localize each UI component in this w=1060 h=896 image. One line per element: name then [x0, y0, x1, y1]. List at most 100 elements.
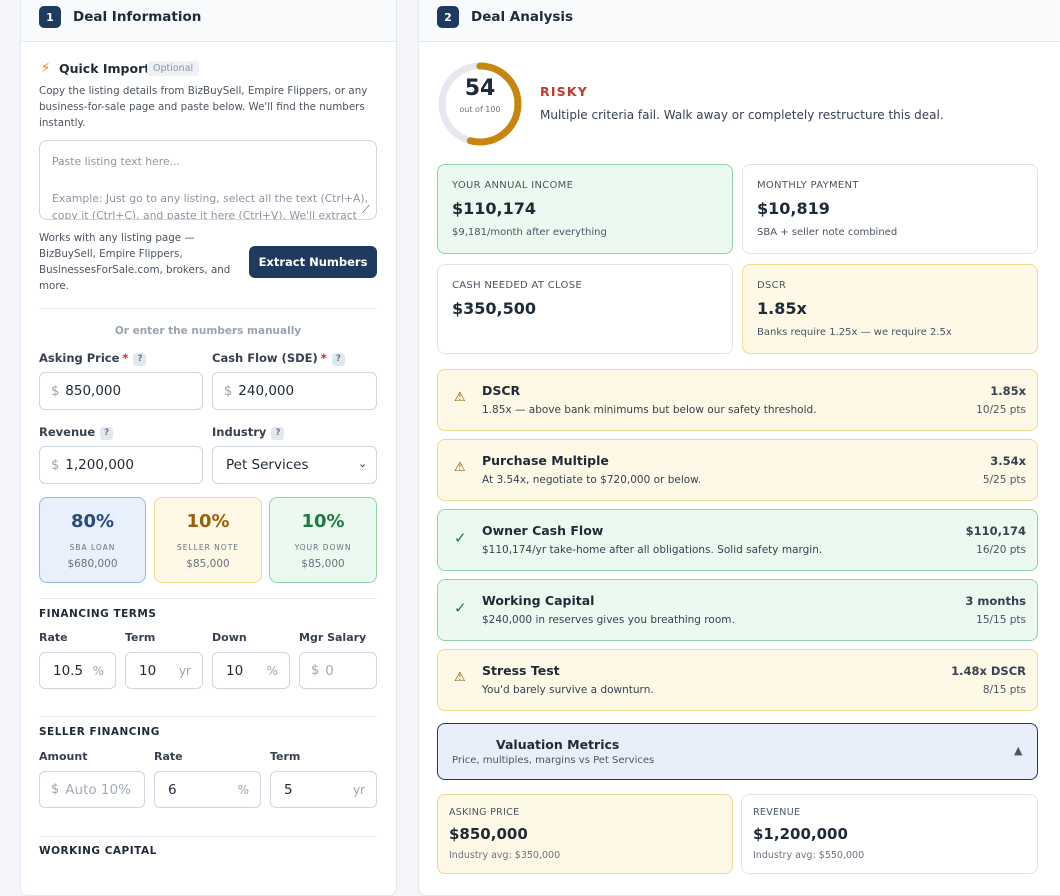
money-input[interactable]: $1,200,000 — [39, 446, 203, 484]
metric-card: MONTHLY PAYMENT $10,819 SBA + seller note … — [742, 164, 1038, 254]
metric-label: DSCR — [757, 280, 787, 291]
note: BusinessesForSale.com, brokers, and — [39, 264, 231, 276]
valuation-toggle[interactable]: Valuation Metrics Price, multiples, margi… — [437, 723, 1038, 780]
valuation-subtitle: Price, multiples, margins vs Pet Service… — [452, 755, 655, 766]
placeholder: Example: Just go to any listing, select … — [52, 192, 369, 205]
valuation-sub: Industry avg: $350,000 — [449, 850, 561, 861]
split-label: SELLER NOTE — [176, 543, 240, 552]
listing-textarea[interactable]: Paste listing text here... Example: Just … — [39, 140, 377, 220]
field-label: Amount — [39, 750, 88, 763]
field-label: Revenue? — [39, 425, 114, 440]
seller-input[interactable]: 5 yr — [270, 771, 377, 808]
chevron: ⌄ — [358, 457, 368, 470]
term-input[interactable]: 10% — [212, 652, 290, 689]
placeholder: copy it (Ctrl+C), and paste it here (Ctr… — [52, 209, 357, 220]
value: 6 — [168, 781, 177, 798]
field-label: Cash Flow (SDE) *? — [212, 351, 345, 366]
suffix: yr — [352, 782, 365, 797]
split-percent: 80% — [70, 511, 115, 532]
toggle-arrow: ▲ — [1014, 744, 1023, 757]
status-icon: ✓ — [454, 529, 467, 547]
placeholder: 0 — [325, 662, 334, 679]
split-card: 80% SBA LOAN $680,000 — [39, 497, 146, 583]
value: 240,000 — [238, 383, 295, 399]
valuation-value: $850,000 — [449, 825, 528, 843]
gauge-arc — [438, 62, 522, 146]
help-icon[interactable]: ? — [100, 426, 114, 440]
criterion-description: $110,174/yr take-home after all obligati… — [482, 544, 823, 556]
criterion-description: You'd barely survive a downturn. — [482, 684, 654, 696]
metric-value: $110,174 — [452, 199, 537, 218]
metric-label: MONTHLY PAYMENT — [757, 180, 859, 191]
term-input[interactable]: $0 — [299, 652, 377, 689]
criterion-value: 1.48x DSCR — [951, 664, 1026, 678]
split-amount: $680,000 — [67, 558, 118, 570]
criterion-points: 15/15 pts — [976, 614, 1026, 626]
metric-value: 1.85x — [757, 299, 807, 318]
criterion-points: 16/20 pts — [976, 544, 1026, 556]
metric-value: $350,500 — [452, 299, 537, 318]
term-input[interactable]: 10 yr — [125, 652, 203, 689]
label-text: Asking Price — [39, 351, 120, 365]
field-label: Term — [125, 631, 156, 644]
value: 10 — [226, 662, 244, 679]
split-percent: 10% — [301, 511, 345, 532]
score-gauge — [438, 62, 522, 146]
valuation-sub: Industry avg: $550,000 — [753, 850, 865, 861]
term-input[interactable]: 10.5% — [39, 652, 116, 689]
money-input[interactable]: $850,000 — [39, 372, 203, 410]
split-card: 10% SELLER NOTE $85,000 — [154, 497, 262, 583]
split-percent: 10% — [186, 511, 230, 532]
optional-badge: Optional — [147, 61, 200, 76]
suffix: % — [266, 663, 278, 678]
step-badge: 2 — [437, 6, 459, 28]
criterion-card: ✓ Working Capital $240,000 in reserves giv… — [437, 579, 1038, 641]
money-input[interactable]: $240,000 — [212, 372, 377, 410]
criterion-card: ⚠ Purchase Multiple At 3.54x, negotiate to… — [437, 439, 1038, 501]
status-icon: ⚠ — [454, 670, 466, 685]
status-icon: ⚠ — [454, 460, 466, 475]
panel-title: Deal Information — [73, 9, 202, 25]
criterion-title: Working Capital — [482, 593, 595, 608]
criterion-title: Purchase Multiple — [482, 453, 609, 468]
criterion-description: 1.85x — above bank minimums but below ou… — [482, 404, 817, 416]
industry-select[interactable]: Pet Services ⌄ — [212, 446, 377, 484]
section-title: WORKING CAPITAL — [39, 845, 157, 857]
field-label: Rate — [154, 750, 183, 763]
description: instantly. — [39, 117, 86, 129]
value: 850,000 — [65, 383, 122, 399]
help-icon[interactable]: ? — [133, 352, 147, 366]
suffix: % — [92, 663, 104, 678]
help-icon[interactable]: ? — [271, 426, 285, 440]
verdict-message: Multiple criteria fail. Walk away or com… — [540, 108, 944, 122]
criterion-points: 5/25 pts — [982, 474, 1026, 486]
prefix: $ — [51, 782, 60, 797]
divider — [39, 716, 377, 717]
valuation-card: REVENUE $1,200,000 Industry avg: $550,000 — [741, 794, 1038, 874]
divider — [39, 308, 377, 309]
label-text: Cash Flow (SDE) — [212, 351, 318, 365]
value: 10.5 — [53, 662, 84, 679]
note: BizBuySell, Empire Flippers, — [39, 248, 183, 260]
valuation-label: ASKING PRICE — [449, 807, 520, 818]
criterion-description: $240,000 in reserves gives you breathing… — [482, 614, 735, 626]
seller-input[interactable]: 6% — [154, 771, 261, 808]
prefix: $ — [224, 383, 233, 399]
bolt-icon: ⚡ — [41, 61, 51, 76]
divider — [39, 836, 377, 837]
note: Works with any listing page — — [39, 232, 195, 244]
criterion-points: 8/15 pts — [982, 684, 1026, 696]
metric-label: CASH NEEDED AT CLOSE — [452, 280, 582, 291]
page: html,body{margin:0;padding:0;} body{widt… — [20, 0, 1060, 896]
help-icon[interactable]: ? — [331, 352, 345, 366]
criterion-card: ⚠ DSCR 1.85x — above bank minimums but bel… — [437, 369, 1038, 431]
panel-header — [21, 0, 396, 42]
metric-sub: Banks require 1.25x — we require 2.5x — [757, 327, 952, 338]
field-label: Term — [270, 750, 301, 763]
extract-button[interactable]: Extract Numbers — [249, 246, 377, 278]
metric-sub: $9,181/month after everything — [452, 227, 607, 238]
prefix: $ — [311, 663, 320, 678]
criterion-card: ⚠ Stress Test You'd barely survive a downt… — [437, 649, 1038, 711]
prefix: $ — [51, 383, 60, 399]
seller-input[interactable]: $ Auto 10% — [39, 771, 145, 808]
